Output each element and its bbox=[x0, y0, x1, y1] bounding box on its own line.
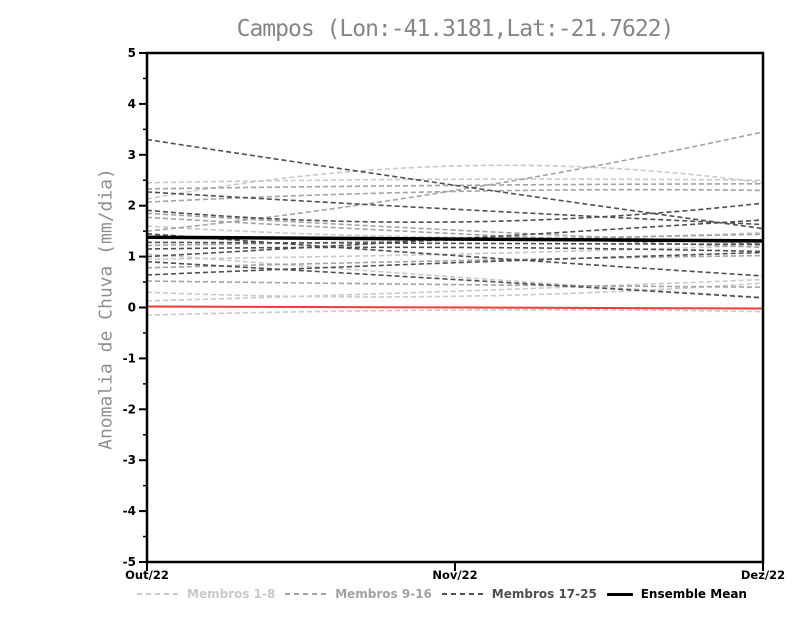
x-tick-label: Out/22 bbox=[125, 568, 169, 582]
member-line-group-3 bbox=[146, 246, 764, 253]
member-line-group-2 bbox=[146, 131, 764, 232]
member-line-group-2 bbox=[146, 254, 764, 269]
y-tick-label: 4 bbox=[128, 97, 136, 111]
x-tick-label: Dez/22 bbox=[741, 568, 785, 582]
legend-label: Membros 17-25 bbox=[491, 587, 597, 601]
legend-item-membros-1-8: Membros 1-8 bbox=[137, 587, 275, 601]
member-line-group-3 bbox=[146, 232, 764, 277]
y-tick-label: -3 bbox=[123, 453, 136, 467]
legend-label: Ensemble Mean bbox=[640, 587, 747, 601]
solid-line-swatch bbox=[606, 592, 633, 596]
legend-item-ensemble-mean: Ensemble Mean bbox=[606, 587, 747, 601]
y-tick-label: 1 bbox=[128, 250, 136, 264]
chart-title: Campos (Lon:-41.3181,Lat:-21.7622) bbox=[236, 16, 675, 42]
y-tick-label: 2 bbox=[128, 199, 136, 213]
member-line-group-1 bbox=[146, 282, 764, 298]
member-line-group-1 bbox=[146, 244, 764, 260]
member-line-group-3 bbox=[146, 251, 764, 276]
legend: Membros 1-8 Membros 9-16 Membros 17-25 E… bbox=[137, 587, 747, 601]
y-tick-label: 3 bbox=[128, 148, 136, 162]
ensemble-mean-line bbox=[146, 235, 764, 243]
member-line-group-2 bbox=[146, 188, 764, 203]
member-line-group-3 bbox=[146, 202, 764, 223]
x-tick-label: Nov/22 bbox=[432, 568, 477, 582]
red-reference-line bbox=[146, 305, 764, 310]
legend-item-membros-17-25: Membros 17-25 bbox=[441, 587, 597, 601]
y-tick-label: -5 bbox=[123, 555, 136, 569]
member-line-group-1 bbox=[146, 164, 764, 200]
dashed-line-swatch bbox=[441, 593, 484, 595]
y-tick-label: -4 bbox=[123, 504, 136, 518]
member-line-group-1 bbox=[146, 278, 764, 302]
y-tick-label: 0 bbox=[128, 301, 136, 315]
legend-label: Membros 9-16 bbox=[335, 587, 432, 601]
y-tick-label: -1 bbox=[123, 351, 136, 365]
member-line-group-3 bbox=[146, 191, 764, 226]
y-tick-label: 5 bbox=[128, 46, 136, 60]
member-line-group-2 bbox=[146, 183, 764, 190]
legend-item-membros-9-16: Membros 9-16 bbox=[285, 587, 432, 601]
member-line-group-3 bbox=[146, 260, 764, 299]
member-line-group-1 bbox=[146, 309, 764, 316]
y-tick-label: -2 bbox=[123, 402, 136, 416]
member-line-group-3 bbox=[146, 241, 764, 246]
member-line-group-2 bbox=[146, 280, 764, 288]
legend-label: Membros 1-8 bbox=[187, 587, 276, 601]
dashed-line-swatch bbox=[285, 593, 328, 595]
member-line-group-1 bbox=[146, 178, 764, 184]
dashed-line-swatch bbox=[137, 593, 179, 595]
